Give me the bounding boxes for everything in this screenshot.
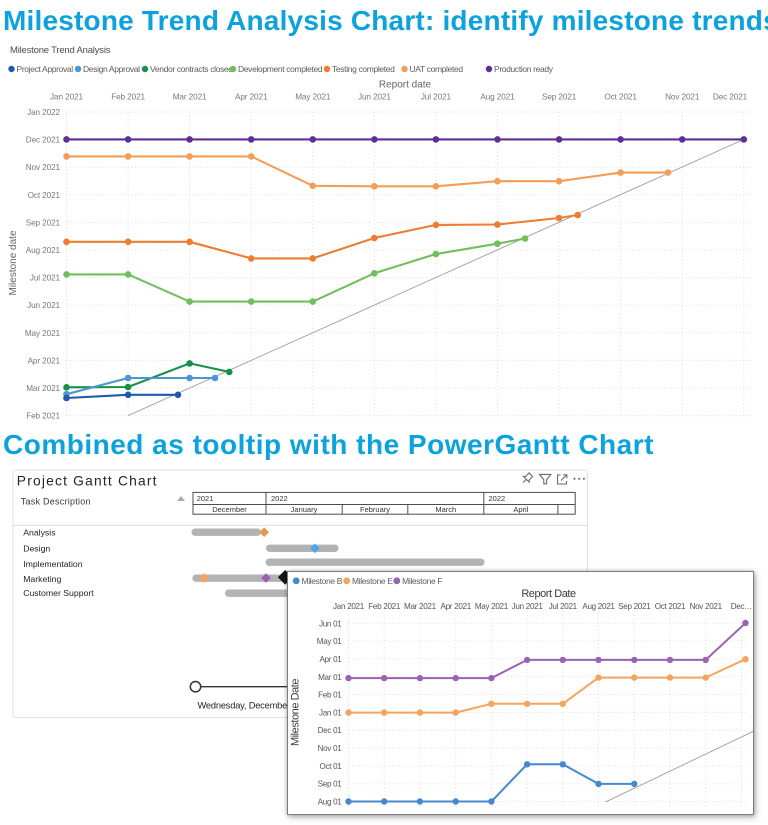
svg-text:Aug 2021: Aug 2021	[480, 93, 515, 102]
svg-text:Jun 2021: Jun 2021	[358, 93, 391, 102]
svg-text:2021: 2021	[197, 494, 214, 503]
svg-text:Implementation: Implementation	[23, 559, 83, 569]
svg-text:Feb 2021: Feb 2021	[368, 602, 401, 611]
svg-text:April: April	[513, 505, 528, 514]
svg-text:Milestone F: Milestone F	[402, 576, 442, 586]
svg-text:Dec 2021: Dec 2021	[713, 93, 748, 102]
svg-text:February: February	[360, 505, 390, 514]
svg-text:Jun 01: Jun 01	[318, 619, 341, 628]
svg-text:Mar 2021: Mar 2021	[173, 93, 207, 102]
svg-text:Aug 2021: Aug 2021	[582, 602, 615, 611]
svg-text:May 2021: May 2021	[25, 329, 61, 338]
svg-text:Milestone date: Milestone date	[8, 230, 19, 295]
svg-text:Jan 2022: Jan 2022	[27, 108, 60, 117]
svg-text:Report date: Report date	[379, 80, 432, 91]
svg-text:Sep 2021: Sep 2021	[618, 602, 651, 611]
svg-text:Development completed: Development completed	[238, 64, 323, 74]
svg-text:Jan 2021: Jan 2021	[50, 93, 83, 102]
svg-text:Project Approval: Project Approval	[17, 64, 74, 74]
svg-text:Marketing: Marketing	[23, 574, 61, 584]
svg-text:Nov 2021: Nov 2021	[689, 602, 722, 611]
svg-text:Jan 2021: Jan 2021	[333, 602, 365, 611]
svg-text:Jul 2021: Jul 2021	[548, 602, 577, 611]
svg-text:Dec 01: Dec 01	[317, 726, 342, 735]
svg-text:Jan 01: Jan 01	[318, 708, 341, 717]
svg-text:Task Description: Task Description	[21, 497, 91, 507]
svg-text:Apr 01: Apr 01	[319, 655, 342, 664]
svg-text:Feb 2021: Feb 2021	[111, 93, 145, 102]
svg-text:December: December	[212, 505, 247, 514]
svg-text:Dec 2021: Dec 2021	[26, 136, 61, 145]
svg-text:May 01: May 01	[316, 637, 342, 646]
svg-text:Oct 2021: Oct 2021	[604, 93, 637, 102]
svg-text:Aug 01: Aug 01	[317, 798, 342, 807]
svg-text:March: March	[435, 505, 456, 514]
svg-text:Jun 2021: Jun 2021	[511, 602, 543, 611]
svg-text:Mar 01: Mar 01	[318, 673, 342, 682]
svg-text:Feb 2021: Feb 2021	[26, 412, 60, 421]
svg-text:Milestone Date: Milestone Date	[289, 679, 301, 746]
svg-text:Production ready: Production ready	[494, 64, 554, 74]
svg-text:Aug 2021: Aug 2021	[26, 246, 61, 255]
svg-text:Dec…: Dec…	[730, 602, 751, 611]
svg-text:Mar 2021: Mar 2021	[404, 602, 437, 611]
svg-text:Apr 2021: Apr 2021	[28, 356, 61, 365]
svg-text:Milestone E: Milestone E	[352, 576, 393, 586]
svg-text:Milestone B: Milestone B	[301, 576, 342, 586]
svg-text:Sep 2021: Sep 2021	[26, 218, 61, 227]
svg-text:Jul 2021: Jul 2021	[421, 93, 452, 102]
svg-text:Nov 2021: Nov 2021	[665, 93, 700, 102]
svg-text:Oct 2021: Oct 2021	[28, 191, 61, 200]
svg-text:Wednesday, December 1, 20: Wednesday, December 1, 20	[198, 701, 313, 711]
svg-text:Customer Support: Customer Support	[23, 588, 94, 598]
svg-text:Testing completed: Testing completed	[332, 64, 395, 74]
svg-text:Nov 2021: Nov 2021	[26, 163, 61, 172]
svg-text:May 2021: May 2021	[295, 93, 331, 102]
svg-text:Mar 2021: Mar 2021	[26, 384, 60, 393]
svg-text:Analysis: Analysis	[23, 527, 56, 537]
svg-text:2022: 2022	[271, 494, 288, 503]
svg-text:Design Approval: Design Approval	[83, 64, 140, 74]
svg-text:Oct 2021: Oct 2021	[654, 602, 685, 611]
svg-text:Vendor contracts closed: Vendor contracts closed	[150, 64, 233, 74]
svg-text:Nov 01: Nov 01	[317, 744, 342, 753]
svg-text:Milestone Trend Analysis: Milestone Trend Analysis	[10, 45, 111, 56]
svg-text:Feb 01: Feb 01	[318, 691, 342, 700]
svg-text:Project Gantt Chart: Project Gantt Chart	[17, 474, 158, 489]
svg-text:Sep 2021: Sep 2021	[542, 93, 577, 102]
svg-text:Report Date: Report Date	[521, 588, 576, 600]
svg-text:2022: 2022	[489, 494, 506, 503]
svg-text:Design: Design	[23, 543, 50, 553]
svg-text:Oct 01: Oct 01	[319, 762, 342, 771]
svg-text:Apr 2021: Apr 2021	[440, 602, 471, 611]
svg-text:May 2021: May 2021	[474, 602, 508, 611]
svg-text:Jul 2021: Jul 2021	[30, 274, 61, 283]
svg-text:Apr 2021: Apr 2021	[235, 93, 268, 102]
svg-text:Sep 01: Sep 01	[317, 780, 342, 789]
svg-text:Jun 2021: Jun 2021	[27, 301, 60, 310]
svg-text:January: January	[291, 505, 318, 514]
svg-text:UAT completed: UAT completed	[410, 64, 464, 74]
